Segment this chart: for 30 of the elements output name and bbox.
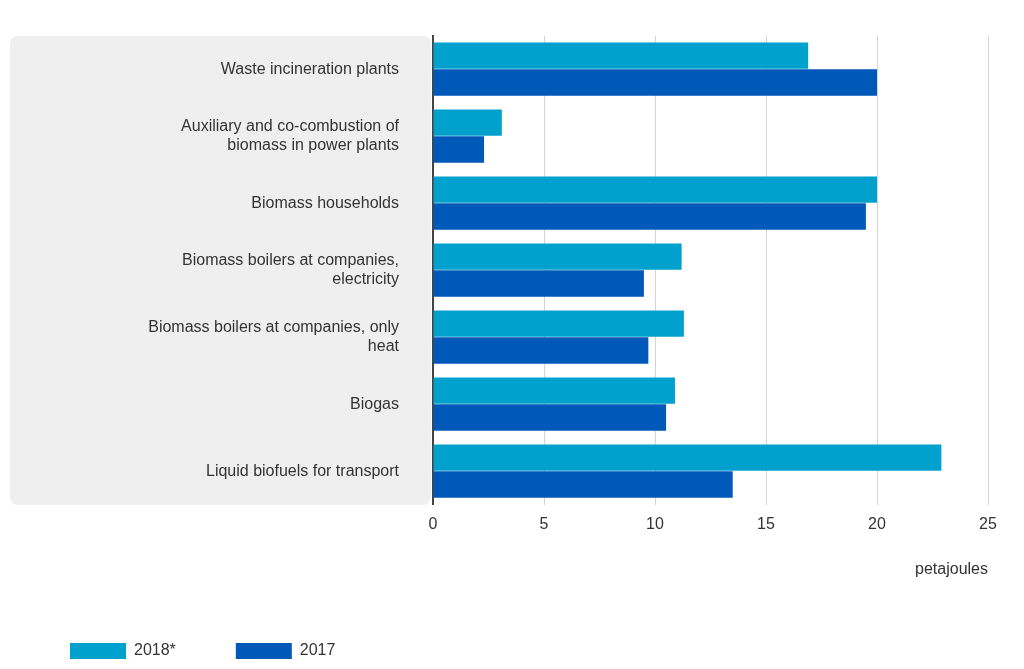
bar <box>433 471 733 498</box>
x-axis-title: petajoules <box>915 559 988 577</box>
bar <box>433 310 684 337</box>
legend-label: 2018* <box>134 641 176 659</box>
y-tick-label: Biomass boilers at companies, electricity <box>182 250 399 288</box>
y-tick-label: Biogas <box>350 394 399 412</box>
y-tick-label: Liquid biofuels for transport <box>206 461 400 479</box>
x-tick-label: 20 <box>868 514 886 532</box>
bar <box>433 136 485 163</box>
y-tick-label: Biomass households <box>251 193 399 211</box>
bar <box>433 243 682 270</box>
bar <box>433 42 809 69</box>
x-tick-label: 15 <box>757 514 775 532</box>
bar <box>433 404 667 431</box>
bar <box>433 109 502 136</box>
bar <box>433 69 877 96</box>
x-tick-label: 10 <box>646 514 664 532</box>
x-tick-label: 0 <box>428 514 438 532</box>
bar <box>433 176 877 203</box>
bar <box>433 203 866 230</box>
y-tick-label: Waste incineration plants <box>220 59 399 77</box>
y-tick-label: Biomass boilers at companies, only heat <box>148 317 400 355</box>
bar <box>433 444 942 471</box>
x-tick-label: 25 <box>979 514 997 532</box>
bar <box>433 377 675 404</box>
y-tick-label: Auxiliary and co-combustion of biomass in power plants <box>181 116 400 154</box>
x-tick-label: 5 <box>539 514 549 532</box>
bar <box>433 337 649 364</box>
bar <box>433 270 644 297</box>
legend-label: 2017 <box>299 641 336 659</box>
